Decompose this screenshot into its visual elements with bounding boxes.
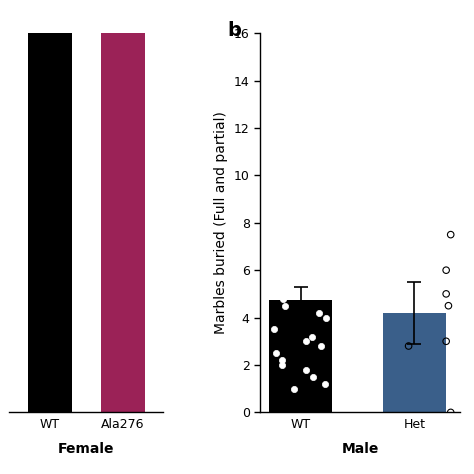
Point — [308, 333, 316, 340]
Point — [322, 314, 330, 321]
Point — [285, 191, 293, 198]
Point — [447, 231, 455, 238]
Point — [293, 255, 301, 262]
X-axis label: Male: Male — [341, 442, 379, 456]
X-axis label: Female: Female — [58, 442, 115, 456]
Point — [285, 219, 293, 227]
Bar — [269, 300, 332, 412]
Point — [290, 385, 298, 392]
Point — [405, 342, 412, 350]
Bar — [28, 0, 72, 412]
Point — [442, 337, 450, 345]
Bar — [383, 313, 446, 412]
Bar — [101, 7, 145, 412]
Point — [315, 309, 322, 317]
Point — [310, 373, 317, 381]
Point — [321, 380, 329, 388]
Point — [271, 326, 278, 333]
Point — [277, 195, 284, 203]
Point — [278, 356, 285, 364]
Point — [302, 337, 310, 345]
Point — [286, 266, 293, 274]
Text: b: b — [228, 21, 241, 40]
Point — [279, 295, 287, 302]
Point — [273, 349, 280, 357]
Point — [317, 342, 324, 350]
Point — [280, 285, 287, 293]
Point — [445, 302, 452, 310]
Point — [447, 409, 455, 416]
Y-axis label: Marbles buried (Full and partial): Marbles buried (Full and partial) — [214, 111, 228, 334]
Point — [302, 366, 310, 374]
Point — [298, 262, 306, 269]
Point — [442, 290, 450, 298]
Point — [278, 361, 285, 369]
Point — [281, 302, 289, 310]
Point — [303, 207, 310, 215]
Point — [442, 266, 450, 274]
